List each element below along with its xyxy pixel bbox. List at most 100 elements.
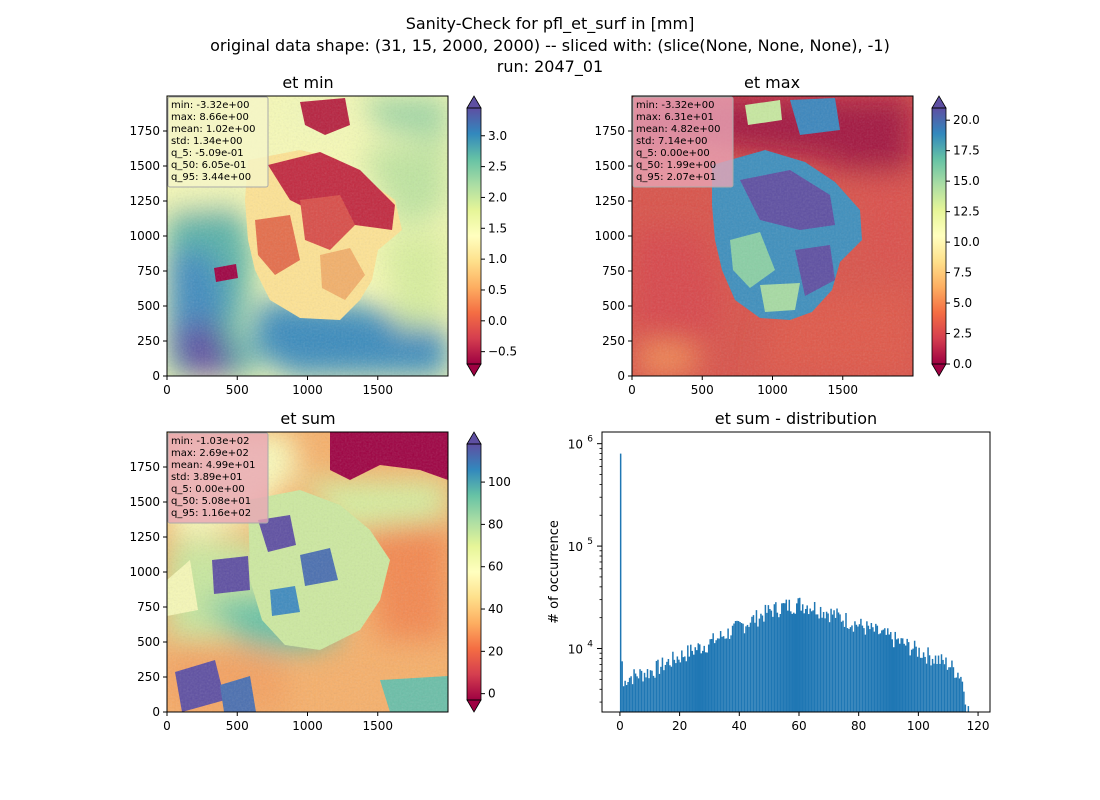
histogram-bar [687, 645, 689, 712]
histogram-bar [858, 624, 861, 712]
histogram-bar [830, 608, 832, 712]
histogram-bar [806, 605, 808, 712]
histogram-bar [776, 612, 779, 712]
histogram-bar [710, 638, 713, 712]
histogram-bar [873, 631, 876, 712]
histogram-bar [645, 677, 647, 712]
histogram-bar [893, 647, 895, 712]
histogram-bar [722, 636, 725, 712]
histogram-bar [943, 664, 946, 712]
histogram-bar [801, 604, 804, 712]
x-tick-label: 100 [907, 719, 930, 733]
x-tick-label: 500 [226, 719, 249, 733]
histogram-bar [831, 614, 834, 712]
histogram-bar [891, 639, 893, 712]
histogram-bar [937, 655, 940, 712]
histogram-bar [685, 661, 688, 712]
histogram-bar [928, 655, 931, 712]
colorbar-tick-label: 5.0 [953, 296, 972, 310]
histogram-bar [916, 656, 919, 712]
x-tick-label: 500 [691, 383, 714, 397]
colorbar-tick-label: 40 [488, 602, 503, 616]
histogram-bar [627, 681, 629, 712]
histogram-bar [651, 670, 653, 712]
colorbar-tick-label: 2.5 [953, 327, 972, 341]
histogram-bar [624, 680, 626, 712]
histogram-bar [875, 623, 877, 712]
histogram-bar [725, 638, 728, 712]
histogram-bar [846, 628, 849, 712]
histogram-bar [634, 673, 637, 712]
histogram-bar [700, 653, 702, 712]
histogram-bar [724, 638, 726, 712]
histogram-bar [967, 706, 970, 712]
histogram-bar [748, 626, 750, 712]
colorbar-extend-bottom [466, 699, 482, 713]
histogram-bar [701, 650, 704, 712]
histogram-bar [754, 622, 756, 712]
y-tick-label: 1500 [594, 159, 625, 173]
histogram-bar [663, 670, 665, 712]
histogram-bar [758, 618, 761, 712]
histogram-bar [924, 656, 926, 712]
histogram-bar [787, 610, 789, 712]
histogram-bar [691, 650, 694, 712]
histogram-bar [870, 622, 873, 712]
histogram-bar [804, 608, 807, 712]
histogram-bar [794, 613, 796, 712]
stats-line: q_50: 1.99e+00 [636, 160, 716, 171]
histogram-bar [646, 669, 649, 712]
histogram-bar [940, 654, 943, 712]
histogram-bar [637, 678, 640, 712]
colorbar-tick-label: 20 [488, 644, 503, 658]
histogram-bar [945, 657, 947, 712]
y-tick-label: 1750 [129, 460, 160, 474]
histogram-bar [834, 617, 837, 712]
histogram-bar [667, 658, 670, 712]
histogram-bar [731, 625, 734, 712]
colorbar-frame [466, 107, 482, 365]
colorbar-extend-top [466, 95, 482, 109]
y-tick-label: 750 [602, 264, 625, 278]
histogram-bar [890, 632, 892, 712]
histogram-bar [822, 611, 825, 712]
histogram-bar [906, 638, 908, 712]
histogram-bar [755, 610, 758, 712]
y-tick-label: 10 [568, 540, 583, 554]
histogram-bar [951, 660, 953, 712]
y-tick-label: 1250 [129, 530, 160, 544]
histogram-bar [727, 628, 729, 712]
histogram-bar [633, 669, 635, 712]
colorbar-et-max: 0.0 2.5 5.0 7.5 10.0 12.5 15.0 17.5 20.0 [931, 95, 980, 377]
histogram-bar [764, 604, 767, 712]
histogram-bar [860, 618, 862, 712]
histogram-bar [913, 640, 916, 712]
histogram-bar [961, 681, 964, 712]
histogram-bar [922, 652, 925, 712]
stats-line: min: -1.03e+02 [171, 436, 250, 447]
histogram-bar [636, 676, 638, 712]
x-tick-label: 1000 [292, 383, 323, 397]
histogram-bar [779, 613, 782, 712]
y-tick-label: 1250 [594, 194, 625, 208]
y-tick-label: 1000 [129, 229, 160, 243]
histogram-bar [672, 651, 674, 712]
histogram-bar [881, 630, 883, 712]
stats-line: max: 8.66e+00 [171, 112, 249, 123]
colorbar-scale [467, 108, 481, 364]
histogram-bar [630, 676, 632, 712]
colorbar-tick-label: 60 [488, 560, 503, 574]
histogram-bar [666, 661, 668, 712]
histogram-bar [742, 623, 744, 712]
histogram-bar [734, 621, 737, 712]
figure-title-line-2: original data shape: (31, 15, 2000, 2000… [210, 36, 890, 55]
colorbar-tick-label: 2.0 [488, 190, 507, 204]
histogram-bar [878, 634, 880, 712]
panel-et-sum-distribution: et sum - distribution 0 20 40 60 80 100 120 10… [547, 409, 991, 733]
histogram-bar [745, 626, 747, 712]
